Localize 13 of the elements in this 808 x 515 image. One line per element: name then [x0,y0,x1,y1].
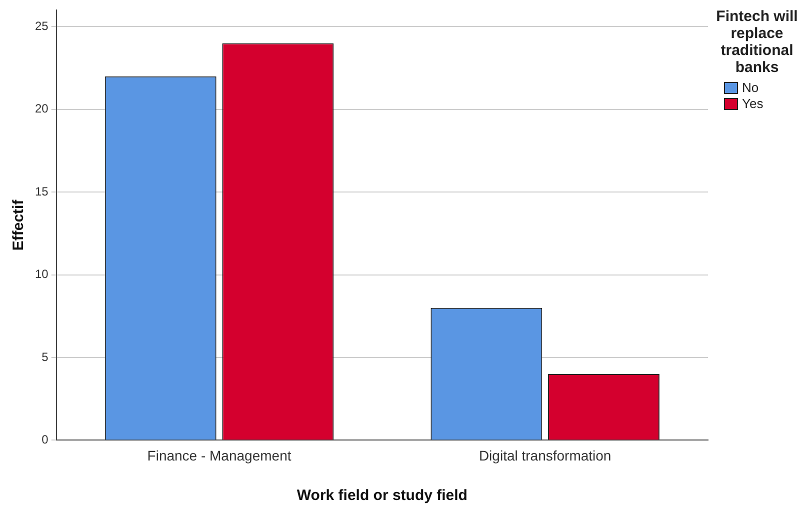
x-tick-label: Finance - Management [147,447,292,464]
y-tick-label: 25 [34,19,49,34]
x-tick-label: Digital transformation [478,447,612,464]
legend-title: Fintech will replace traditional banks [715,8,799,76]
y-tick-label: 20 [34,102,49,116]
y-axis-title: Effectif [10,198,28,251]
x-axis-title: Work field or study field [296,487,468,504]
legend-label: No [742,80,759,96]
y-tick-label: 15 [34,184,49,198]
y-tick-label: 0 [42,432,49,447]
y-tick-label: 10 [34,267,49,282]
y-tick-label: 5 [42,350,49,364]
legend-label: Yes [742,96,764,112]
